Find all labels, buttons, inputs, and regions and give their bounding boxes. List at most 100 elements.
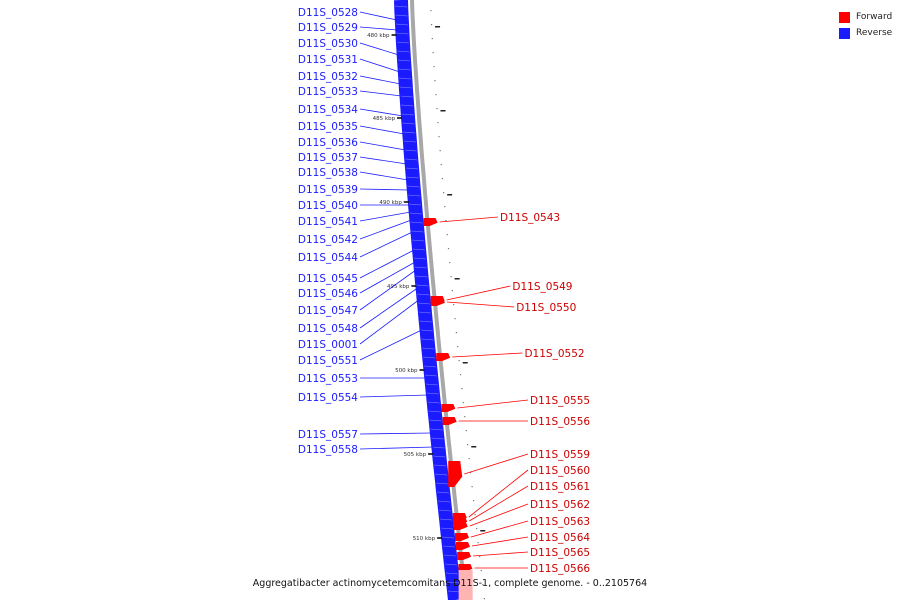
reverse-gene-label: D11S_0533 xyxy=(298,86,358,98)
forward-gene-leader xyxy=(470,520,529,538)
scale-tick-label: 490 kbp xyxy=(379,200,402,206)
reverse-swatch xyxy=(839,27,850,39)
reverse-gene-label: D11S_0534 xyxy=(298,104,358,116)
gene-separator xyxy=(399,77,412,80)
gene-separator xyxy=(434,464,447,467)
forward-gene-leader xyxy=(439,216,499,223)
minor-tick xyxy=(462,362,468,364)
gene-separator xyxy=(433,455,446,458)
minor-dot xyxy=(483,598,485,600)
minor-dot xyxy=(444,206,446,208)
reverse-gene-leader xyxy=(359,90,402,97)
minor-dot xyxy=(465,430,467,432)
legend-reverse: Reverse xyxy=(839,25,892,41)
reverse-gene-leader xyxy=(359,75,401,85)
reverse-gene-label: D11S_0530 xyxy=(298,38,358,50)
minor-dot xyxy=(437,122,439,124)
gene-separator xyxy=(436,482,449,485)
gene-separator xyxy=(427,401,440,404)
gene-separator xyxy=(439,509,452,512)
minor-dot xyxy=(451,290,453,292)
gene-separator xyxy=(423,356,436,359)
gene-separator xyxy=(416,284,429,287)
gene-separator xyxy=(396,32,409,35)
legend-forward-label: Forward xyxy=(856,12,893,22)
minor-dot xyxy=(458,360,460,362)
forward-gene-label: D11S_0560 xyxy=(530,465,590,477)
reverse-gene-label: D11S_0542 xyxy=(298,234,358,246)
gene-separator xyxy=(395,5,408,8)
forward-gene xyxy=(455,542,470,550)
forward-gene xyxy=(457,552,472,560)
gene-separator xyxy=(420,329,433,332)
minor-dot xyxy=(474,514,476,516)
gene-separator xyxy=(395,14,408,17)
reverse-gene-label: D11S_0001 xyxy=(298,339,358,351)
gene-separator xyxy=(404,149,417,152)
gene-separator xyxy=(424,365,437,368)
gene-separator xyxy=(407,185,420,188)
minor-tick xyxy=(480,530,486,532)
minor-dot xyxy=(445,220,447,222)
gene-separator xyxy=(424,374,438,377)
minor-dot xyxy=(430,10,432,12)
gene-separator xyxy=(405,158,418,161)
reverse-gene-label: D11S_0547 xyxy=(298,305,358,317)
gene-separator xyxy=(441,527,454,530)
scale-tick-label: 495 kbp xyxy=(387,284,410,290)
forward-gene-label: D11S_0556 xyxy=(530,416,590,428)
reverse-gene-label: D11S_0540 xyxy=(298,200,358,212)
minor-dot xyxy=(471,486,473,488)
gene-separator xyxy=(396,41,409,44)
reverse-gene-label: D11S_0537 xyxy=(298,152,358,164)
reverse-gene-leader xyxy=(359,58,400,73)
minor-tick xyxy=(454,278,460,280)
reverse-gene-label: D11S_0539 xyxy=(298,184,358,196)
minor-dot xyxy=(441,178,444,180)
minor-dot xyxy=(435,94,437,96)
gene-separator xyxy=(418,311,431,314)
gene-separator xyxy=(401,113,414,116)
minor-dot xyxy=(470,472,472,474)
gene-separator xyxy=(397,50,410,53)
minor-dot xyxy=(432,52,434,54)
gene-separator xyxy=(444,563,458,566)
forward-gene-label: D11S_0561 xyxy=(530,481,590,493)
gene-separator xyxy=(410,221,423,224)
minor-dot xyxy=(439,150,441,152)
scale-tick-label: 505 kbp xyxy=(404,452,427,458)
scale-tick-label: 500 kbp xyxy=(395,368,418,374)
gene-separator xyxy=(412,248,426,251)
minor-dot xyxy=(438,136,440,138)
genome-caption: Aggregatibacter actinomycetemcomitans D1… xyxy=(252,578,648,589)
gene-separator xyxy=(431,437,444,440)
minor-dot xyxy=(447,248,450,250)
minor-dot xyxy=(459,374,462,376)
forward-gene-label: D11S_0562 xyxy=(530,499,590,511)
reverse-gene-label: D11S_0551 xyxy=(298,355,358,367)
gene-separator xyxy=(446,581,460,584)
minor-dot xyxy=(446,234,448,236)
minor-dot xyxy=(477,542,479,544)
minor-dot xyxy=(480,570,482,572)
forward-swatch xyxy=(839,11,850,23)
forward-gene-leader xyxy=(446,301,515,308)
minor-dot xyxy=(449,262,451,264)
reverse-gene-label: D11S_0531 xyxy=(298,54,358,66)
gene-separator xyxy=(398,59,411,62)
reverse-gene-leader xyxy=(359,26,398,31)
reverse-gene-label: D11S_0541 xyxy=(298,216,358,228)
minor-dot xyxy=(431,38,433,40)
forward-gene-label: D11S_0549 xyxy=(512,281,572,293)
reverse-gene-leader xyxy=(359,287,418,329)
gene-separator xyxy=(402,122,415,125)
minor-tick xyxy=(435,26,441,28)
gene-separator xyxy=(401,104,414,107)
gene-separator xyxy=(437,491,450,494)
minor-dot xyxy=(454,318,456,320)
reverse-gene-leader xyxy=(359,261,416,294)
forward-gene xyxy=(441,404,456,412)
reverse-gene-label: D11S_0544 xyxy=(298,252,358,264)
reverse-gene-leader xyxy=(359,219,412,240)
